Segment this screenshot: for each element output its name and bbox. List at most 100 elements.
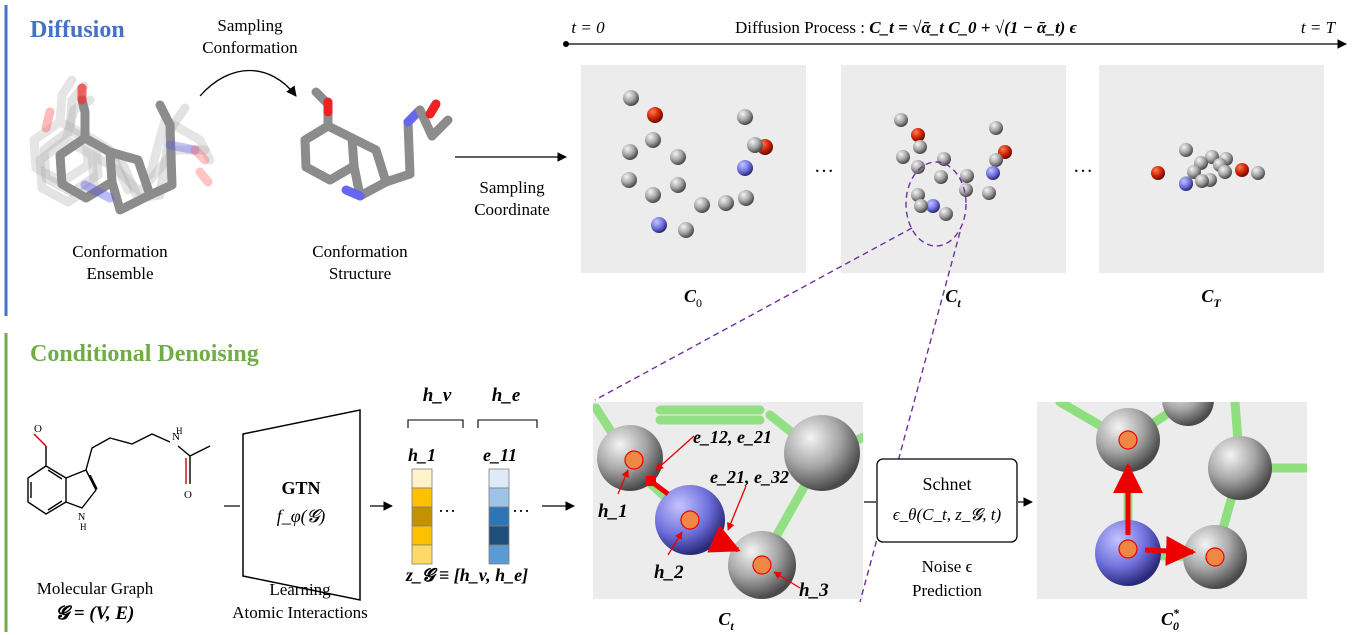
learning-label-line2: Atomic Interactions: [232, 603, 368, 622]
hv-cells-cell-1: [411, 487, 433, 508]
atoms-ct-atom-8: [911, 160, 925, 174]
he-cells-cell-2: [488, 506, 510, 527]
graph-nitrogen-amide: N: [172, 431, 180, 443]
h2-marker: [680, 510, 700, 530]
ct-zoom-molecule: [593, 403, 863, 599]
structure-label-line1: Conformation: [312, 242, 408, 261]
sampling-coordinate-line2: Coordinate: [474, 200, 550, 219]
hv-label: h_v: [423, 385, 452, 406]
atoms-ct-atom-10: [934, 170, 948, 184]
ct-zoom-label: Ct: [718, 609, 734, 633]
hv-vector: [411, 468, 433, 565]
he-vector: [488, 468, 510, 565]
h2-pointer: [667, 531, 683, 556]
atoms-c0-atom-0: [623, 90, 639, 106]
timeline-t0: t = 0: [571, 18, 605, 37]
he-cells-cell-3: [488, 525, 510, 546]
diffusion-process-label: Diffusion Process : C_t = √ᾱ_t C_0 + √(1…: [735, 18, 1078, 37]
atoms-ct: [894, 113, 1012, 221]
edge-label-e21-e32: e_21, e_32: [710, 467, 789, 487]
zoom-line-right: [859, 231, 961, 603]
atoms-c0-atom-6: [622, 144, 638, 160]
e21-pointer: [727, 485, 747, 531]
ensemble-label-line2: Ensemble: [86, 264, 153, 283]
learning-label-line1: Learning: [269, 580, 331, 599]
atoms-c0-atom-7: [670, 149, 686, 165]
node-label-h3: h_3: [799, 580, 829, 601]
node-label-h1: h_1: [598, 501, 628, 522]
ensemble-label-line1: Conformation: [72, 242, 168, 261]
atoms-ct-atom-9: [986, 166, 1000, 180]
he-bracket: [477, 419, 538, 428]
denoise-title: Conditional Denoising: [30, 341, 259, 367]
atoms-c0-atom-1: [647, 107, 663, 123]
panel-c0: [581, 65, 806, 273]
panel-cT-label: CT: [1201, 286, 1221, 310]
edge-e12-e21-end: [646, 476, 656, 486]
gtn-block: [242, 409, 361, 601]
c0-atom-4: [1208, 436, 1272, 500]
atoms-ct-atom-16: [939, 207, 953, 221]
panel-ct: [841, 65, 1066, 273]
hv-bracket: [407, 419, 464, 428]
atoms-c0-atom-9: [621, 172, 637, 188]
hv-cells-cell-2: [411, 506, 433, 527]
atoms-ct-atom-17: [914, 199, 928, 213]
zoom-circle: [905, 161, 967, 247]
atoms-c0-atom-8: [737, 160, 753, 176]
graph-oxygen-2: O: [184, 489, 192, 501]
h3-pointer: [773, 571, 801, 589]
atoms-ct-atom-1: [911, 128, 925, 142]
atoms-cT-atom-5: [1151, 166, 1165, 180]
structure-label-line2: Structure: [329, 264, 391, 283]
he-cells-cell-1: [488, 487, 510, 508]
schnet-formula: ϵ_θ(C_t, z_𝓖, t): [893, 505, 1002, 524]
e12-pointer: [655, 435, 695, 471]
atoms-ct-atom-5: [896, 150, 910, 164]
atoms-ct-atom-12: [959, 183, 973, 197]
panel-ct-label: Ct: [945, 286, 961, 310]
hv-cells-cell-0: [411, 468, 433, 489]
conformation-ensemble: [29, 75, 215, 215]
graph-hydrogen-amide: H: [176, 426, 183, 436]
h3-marker: [752, 555, 772, 575]
atoms-ct-atom-6: [937, 152, 951, 166]
atoms-cT-atom-8: [1235, 163, 1249, 177]
h1-pointer: [617, 469, 629, 495]
atoms-ct-atom-11: [960, 169, 974, 183]
noise-label-line1: Noise ϵ: [922, 557, 973, 576]
atoms-ct-atom-3: [913, 140, 927, 154]
atoms-ct-atom-7: [989, 153, 1003, 167]
molecular-graph-formula: 𝓖 = (V, E): [56, 603, 135, 624]
he-cells-cell-4: [488, 544, 510, 565]
atoms-ct-atom-15: [926, 199, 940, 213]
atoms-ct-atom-4: [998, 145, 1012, 159]
ellipsis-1: …: [814, 155, 834, 177]
noise-label-line2: Prediction: [912, 581, 982, 600]
schnet-box: [876, 458, 1018, 543]
atoms-cT-atom-0: [1179, 143, 1193, 157]
graph-nh-ring-h: H: [80, 522, 87, 532]
h1-marker: [624, 450, 644, 470]
he-ellipsis: …: [512, 496, 530, 516]
atoms-c0-atom-4: [747, 137, 763, 153]
he-label: h_e: [492, 385, 521, 406]
atoms-cT-atom-12: [1179, 177, 1193, 191]
atoms-c0-atom-5: [645, 132, 661, 148]
diffusion-title: Diffusion: [30, 17, 125, 43]
atoms-cT: [1151, 143, 1265, 191]
gtn-name: GTN: [281, 478, 320, 498]
atoms-c0-atom-15: [651, 217, 667, 233]
sampling-coordinate-line1: Sampling: [479, 178, 545, 197]
sampling-conformation-arrow: [199, 69, 297, 97]
panel-c0-label: C0: [684, 286, 702, 310]
edge-label-e12-e21: e_12, e_21: [693, 427, 772, 447]
hv-ellipsis: …: [438, 496, 456, 516]
atoms-cT-atom-6: [1187, 165, 1201, 179]
atoms-c0-atom-11: [645, 187, 661, 203]
zoom-line-left: [594, 227, 913, 401]
atoms-ct-atom-2: [989, 121, 1003, 135]
atoms-c0-atom-13: [718, 195, 734, 211]
atoms-ct-atom-13: [911, 188, 925, 202]
